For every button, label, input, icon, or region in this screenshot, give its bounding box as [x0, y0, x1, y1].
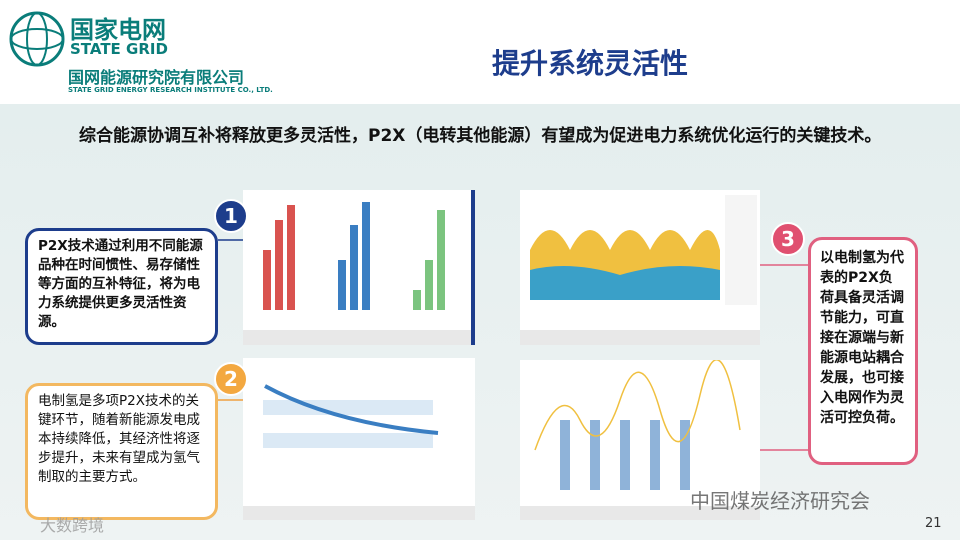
- callout-box: P2X技术通过利用不同能源品种在时间惯性、易存储性等方面的互补特征，将为电力系统…: [25, 228, 218, 345]
- callout-number: 2: [214, 362, 248, 396]
- logo-institute-en: STATE GRID ENERGY RESEARCH INSTITUTE CO.…: [68, 86, 273, 94]
- chart-image-2: [243, 358, 475, 520]
- logo-institute-cn: 国网能源研究院有限公司: [68, 68, 245, 87]
- chart-image-1: [243, 190, 475, 345]
- corner-logo: 大数跨境: [40, 516, 105, 535]
- callout-number: 3: [771, 222, 805, 256]
- chart-image-3: [520, 190, 760, 345]
- callout-box: 以电制氢为代表的P2X负荷具备灵活调节能力，可直接在源端与新能源电站耦合发展，也…: [808, 237, 918, 465]
- intro-text: 综合能源协调互补将释放更多灵活性，P2X（电转其他能源）有望成为促进电力系统优化…: [79, 126, 882, 146]
- callout-number: 1: [214, 199, 248, 233]
- callout-box: 电制氢是多项P2X技术的关键环节，随着新能源发电成本持续降低，其经济性将逐步提升…: [25, 383, 218, 520]
- watermark: 中国煤炭经济研究会: [690, 489, 870, 513]
- chart-image-4: [520, 360, 760, 520]
- logo-emblem: [9, 11, 65, 67]
- logo-name-en: STATE GRID: [70, 40, 168, 58]
- page-number: 21: [925, 516, 942, 531]
- logo-name-cn: 国家电网: [70, 16, 166, 44]
- slide-title: 提升系统灵活性: [491, 47, 688, 80]
